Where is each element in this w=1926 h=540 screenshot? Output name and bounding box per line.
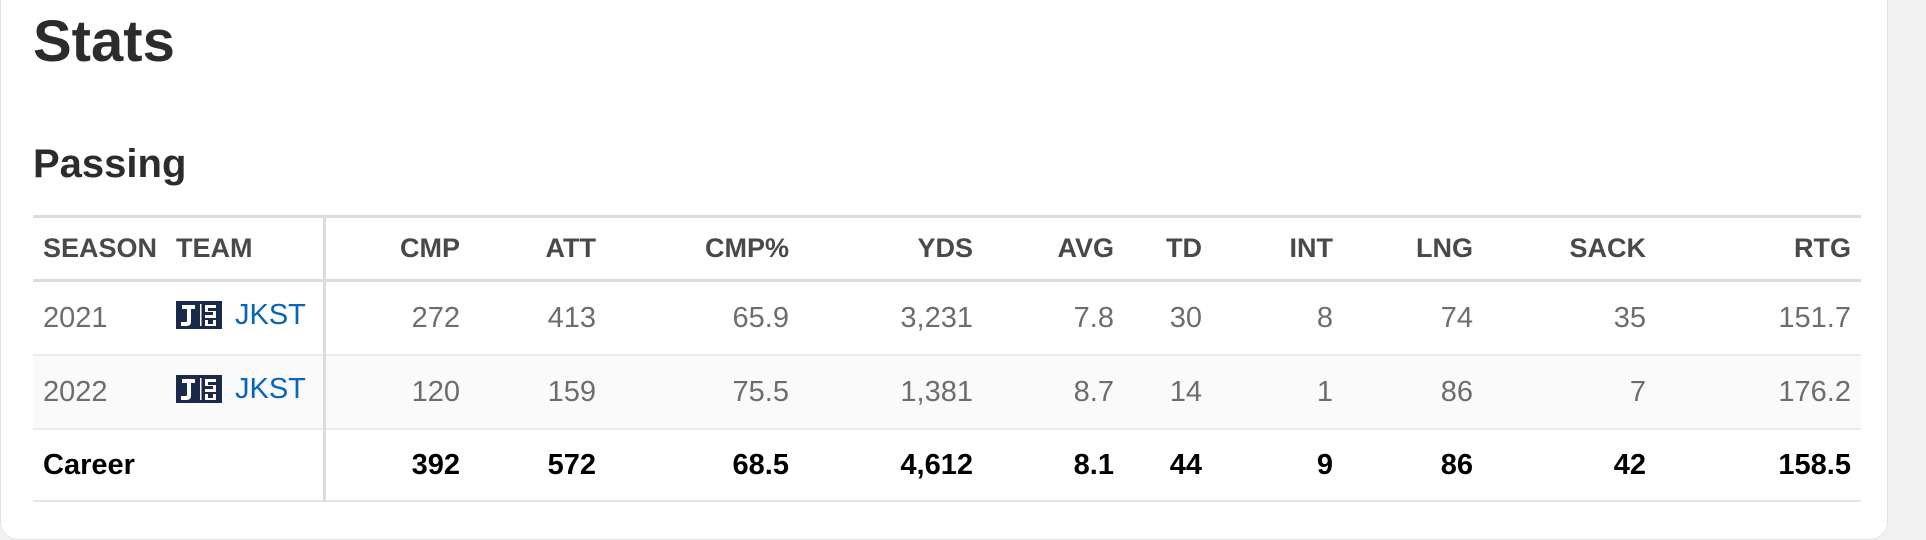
career-avg-cell: 8.1 — [983, 429, 1124, 502]
rtg-cell: 151.7 — [1656, 280, 1861, 356]
column-header-avg[interactable]: AVG — [983, 215, 1124, 282]
cmp-pct-cell: 75.5 — [606, 355, 799, 430]
page-title: Stats — [33, 9, 175, 74]
career-sack-cell: 42 — [1483, 429, 1656, 502]
table-header-row: SEASON TEAM CMP ATT CMP% YDS AVG TD INT … — [33, 215, 1861, 282]
avg-cell: 8.7 — [983, 355, 1124, 430]
section-title-passing: Passing — [33, 142, 187, 186]
team-link[interactable]: JKST — [235, 298, 306, 331]
passing-table-container: SEASON TEAM CMP ATT CMP% YDS AVG TD INT … — [33, 215, 1861, 502]
career-lng-cell: 86 — [1343, 429, 1483, 502]
career-td-cell: 44 — [1124, 429, 1212, 502]
column-header-team[interactable]: TEAM — [166, 215, 326, 282]
column-header-td[interactable]: TD — [1124, 215, 1212, 282]
lng-cell: 86 — [1343, 355, 1483, 430]
cmp-pct-cell: 65.9 — [606, 280, 799, 356]
team-cell: JKST — [166, 280, 326, 356]
column-header-att[interactable]: ATT — [470, 215, 606, 282]
column-header-rtg[interactable]: RTG — [1656, 215, 1861, 282]
yds-cell: 3,231 — [799, 280, 983, 356]
td-cell: 30 — [1124, 280, 1212, 356]
career-rtg-cell: 158.5 — [1656, 429, 1861, 502]
lng-cell: 74 — [1343, 280, 1483, 356]
sack-cell: 35 — [1483, 280, 1656, 356]
jsu-logo-icon — [176, 301, 222, 330]
column-header-yds[interactable]: YDS — [799, 215, 983, 282]
career-yds-cell: 4,612 — [799, 429, 983, 502]
column-header-sack[interactable]: SACK — [1483, 215, 1656, 282]
table-row: 2022 JKST 120 — [33, 355, 1861, 430]
career-label: Career — [33, 429, 326, 502]
sack-cell: 7 — [1483, 355, 1656, 430]
jsu-logo-icon — [176, 375, 222, 404]
career-totals-row: Career 392 572 68.5 4,612 8.1 44 9 86 42… — [33, 429, 1861, 502]
int-cell: 8 — [1212, 280, 1343, 356]
career-att-cell: 572 — [470, 429, 606, 502]
season-cell: 2021 — [33, 280, 166, 356]
table-row: 2021 JKST 272 — [33, 280, 1861, 356]
team-link[interactable]: JKST — [235, 372, 306, 405]
season-cell: 2022 — [33, 355, 166, 430]
att-cell: 159 — [470, 355, 606, 430]
career-int-cell: 9 — [1212, 429, 1343, 502]
team-cell: JKST — [166, 355, 326, 430]
column-header-season[interactable]: SEASON — [33, 215, 166, 282]
yds-cell: 1,381 — [799, 355, 983, 430]
rtg-cell: 176.2 — [1656, 355, 1861, 430]
career-cmp-pct-cell: 68.5 — [606, 429, 799, 502]
career-cmp-cell: 392 — [324, 429, 470, 502]
column-header-int[interactable]: INT — [1212, 215, 1343, 282]
column-header-cmp-pct[interactable]: CMP% — [606, 215, 799, 282]
att-cell: 413 — [470, 280, 606, 356]
column-header-cmp[interactable]: CMP — [324, 215, 470, 282]
td-cell: 14 — [1124, 355, 1212, 430]
int-cell: 1 — [1212, 355, 1343, 430]
avg-cell: 7.8 — [983, 280, 1124, 356]
cmp-cell: 120 — [324, 355, 470, 430]
column-header-lng[interactable]: LNG — [1343, 215, 1483, 282]
passing-stats-table: SEASON TEAM CMP ATT CMP% YDS AVG TD INT … — [33, 215, 1861, 502]
cmp-cell: 272 — [324, 280, 470, 356]
